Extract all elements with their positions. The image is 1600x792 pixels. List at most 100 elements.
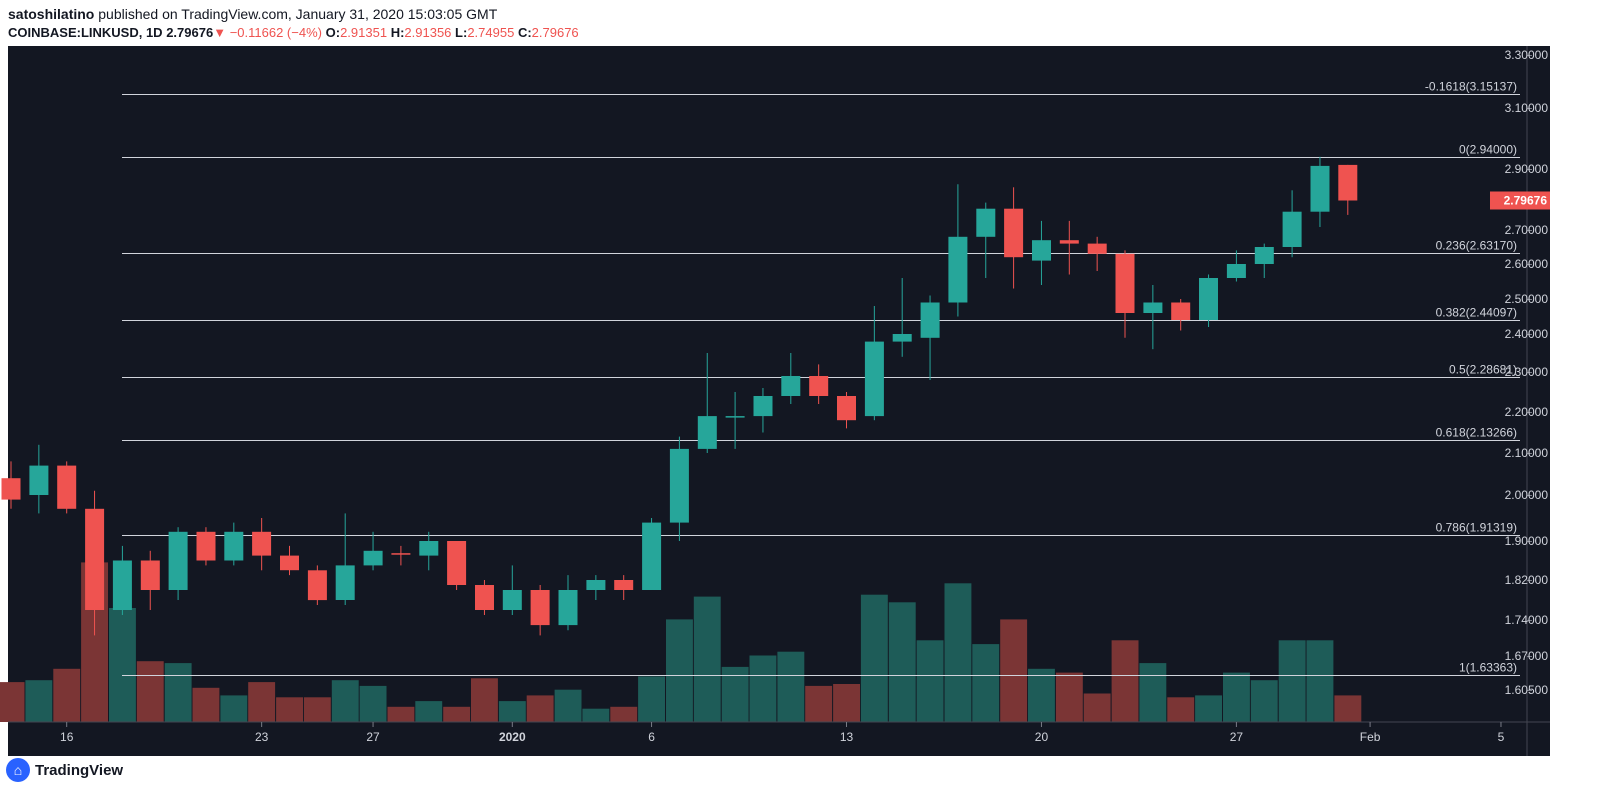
author-name[interactable]: satoshilatino — [8, 6, 95, 22]
candle — [1004, 187, 1024, 289]
candle-body — [224, 531, 244, 561]
fib-level-label: 0.5(2.28681) — [1449, 363, 1517, 377]
tradingview-footer[interactable]: ⌂ TradingView — [6, 758, 123, 782]
candle-body — [1087, 243, 1107, 254]
time-tick-label: 6 — [648, 730, 655, 744]
volume-bar — [777, 651, 805, 722]
price-tick-label: 1.90000 — [1505, 534, 1549, 548]
current-price-box-bg — [1490, 191, 1550, 210]
volume-bar — [1250, 680, 1278, 722]
volume-bar — [1334, 695, 1362, 722]
fibonacci-retracement[interactable]: -0.1618(3.15137) 0(2.94000) 0.236(2.63170)… — [122, 80, 1520, 676]
candle — [447, 541, 467, 590]
candle-body — [669, 448, 689, 523]
candle-body — [1004, 208, 1024, 258]
price-tick-label: 1.82000 — [1505, 573, 1549, 587]
volume-bar — [443, 706, 471, 722]
volume-bar — [136, 661, 164, 722]
close-value: 2.79676 — [531, 25, 579, 40]
current-price-tag: 2.79676 — [1490, 191, 1550, 210]
price-tick-label: 2.20000 — [1505, 405, 1549, 419]
candle — [669, 436, 689, 541]
fib-level-label: 0.618(2.13266) — [1436, 426, 1517, 440]
price-tick-label: 2.50000 — [1505, 292, 1549, 306]
symbol-info: COINBASE:LINKUSD, 1D 2.79676▼ −0.11662 (… — [8, 25, 579, 40]
candle — [196, 527, 216, 566]
volume-bar — [916, 640, 944, 722]
candle — [697, 353, 717, 453]
price-tick-label: 2.70000 — [1505, 223, 1549, 237]
time-tick-label: 27 — [1230, 730, 1244, 744]
candle-body — [1282, 211, 1302, 247]
candle-body — [1226, 264, 1246, 278]
volume-bar — [1000, 619, 1028, 722]
candle — [475, 580, 494, 615]
candle — [1143, 285, 1163, 350]
volume-bar — [331, 680, 359, 722]
fib-level-label: 0(2.94000) — [1459, 143, 1517, 157]
candle — [1171, 299, 1191, 331]
time-tick-label: 20 — [1035, 730, 1049, 744]
candle — [920, 295, 940, 380]
candle — [586, 575, 606, 600]
candle-body — [1310, 165, 1330, 212]
volume-bar — [1028, 668, 1055, 722]
candle-body — [447, 541, 467, 585]
candle — [558, 575, 578, 631]
volume-bar — [1223, 672, 1250, 722]
price-axis[interactable]: 3.30000 3.10000 2.90000 2.70000 2.60000 2.500… — [1505, 48, 1549, 697]
candle — [29, 444, 49, 514]
time-axis[interactable]: 16 23 27 2020 6 13 20 27 Feb 5 — [60, 722, 1505, 744]
candle — [753, 388, 773, 433]
candle-body — [642, 522, 662, 590]
candle-body — [475, 585, 494, 610]
time-tick-label: 27 — [366, 730, 380, 744]
fib-level-label: -0.1618(3.15137) — [1425, 80, 1517, 94]
candle-body — [809, 376, 829, 396]
candle — [781, 353, 801, 404]
candle — [725, 392, 745, 449]
volume-bar — [471, 678, 498, 722]
high-label: H: — [390, 25, 405, 40]
candle-body — [725, 416, 745, 418]
candle — [1032, 220, 1051, 285]
volume-layer — [0, 562, 1362, 722]
tradingview-logo-icon: ⌂ — [6, 758, 30, 782]
candle — [335, 513, 355, 605]
candle-body — [391, 553, 411, 555]
candle-body — [781, 376, 801, 396]
candle-body — [1199, 278, 1218, 320]
candle-body — [85, 508, 105, 610]
price-tick-label: 1.74000 — [1505, 613, 1549, 627]
volume-bar — [164, 663, 192, 722]
candle-body — [252, 531, 272, 556]
candle-body — [363, 550, 383, 566]
price-tick-label: 2.10000 — [1505, 446, 1549, 460]
volume-bar — [526, 695, 554, 722]
price-tick-label: 2.30000 — [1505, 365, 1549, 379]
candle — [1059, 220, 1079, 275]
volume-bar — [303, 697, 331, 722]
candle — [1, 461, 21, 509]
low-value: 2.74955 — [467, 25, 515, 40]
volume-bar — [498, 701, 526, 722]
candle-body — [837, 396, 856, 421]
volume-bar — [0, 682, 25, 722]
high-value: 2.91356 — [404, 25, 452, 40]
candle — [1087, 236, 1107, 271]
candle — [642, 518, 662, 590]
volume-bar — [109, 608, 136, 722]
candle-body — [1254, 247, 1274, 264]
price-tick-label: 3.10000 — [1505, 101, 1549, 115]
volume-bar — [220, 695, 248, 722]
time-tick-label: Feb — [1360, 730, 1381, 744]
candle-body — [1171, 302, 1191, 320]
chart-background — [8, 46, 1550, 756]
price-tick-label: 1.60500 — [1505, 683, 1549, 697]
candle — [864, 306, 884, 421]
volume-bar — [1055, 672, 1083, 722]
fib-level-label: 0.786(1.91319) — [1436, 521, 1517, 535]
candle-body — [976, 208, 996, 237]
candle — [252, 518, 272, 571]
